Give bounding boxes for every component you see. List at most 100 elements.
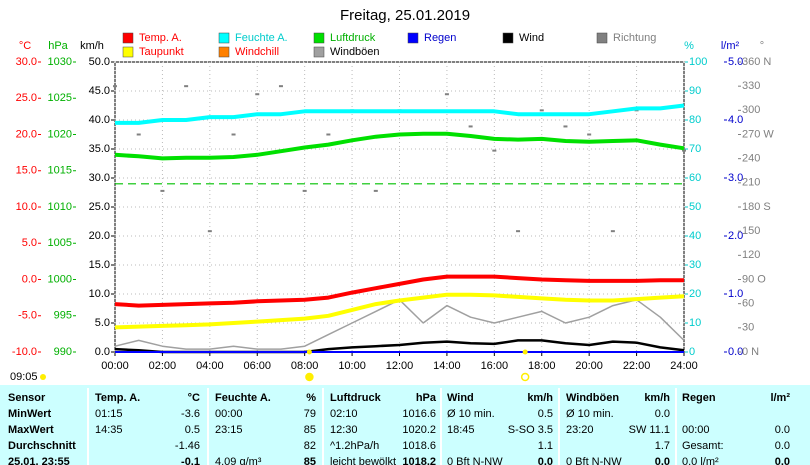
table-cell: Ø 10 min. [447,408,495,420]
direction-point [207,230,212,233]
legend-label: Feuchte A. [235,32,288,44]
y-tick-label: 0 N [742,346,759,358]
table-cell: 1016.6 [402,408,436,420]
y-tick-label: 990 [54,346,72,358]
table-cell: -1.46 [175,440,200,452]
direction-point [231,133,236,136]
direction-point [682,149,686,152]
sun-marker [306,349,312,355]
legend-swatch [313,46,325,58]
table-header: km/h [527,392,553,404]
y-tick-label: 20.0 [16,128,37,140]
table-cell: 23:15 [215,424,243,436]
table-header: Feuchte A. [215,392,271,404]
chart-title: Freitag, 25.01.2019 [340,7,470,24]
day-length: 09:05 [10,371,38,383]
y-tick-label: 50 [689,201,701,213]
sun-marker [520,372,530,382]
x-tick-label: 12:00 [386,360,414,372]
table-cell: 01:15 [95,408,123,420]
legend-swatch [407,32,419,44]
direction-point [373,189,378,192]
table-cell: Durchschnitt [8,440,76,452]
axis-title: km/h [80,40,104,52]
y-tick-label: 60 [689,172,701,184]
y-tick-label: 150 [742,225,760,237]
legend-swatch [502,32,514,44]
direction-point [563,125,568,128]
direction-point [468,125,473,128]
y-tick-label: 10 [689,317,701,329]
table-cell: MinWert [8,408,52,420]
direction-point [113,85,117,88]
y-tick-label: -10.0 [12,346,37,358]
table-header: °C [188,392,200,404]
table-header: Regen [682,392,716,404]
y-tick-label: 0.0 [95,346,110,358]
axis-title: ° [760,40,764,52]
axis-title: l/m² [721,40,740,52]
table-cell: 82 [304,440,316,452]
table-cell: 0.0 [655,456,670,465]
direction-point [302,189,307,192]
table-header: Luftdruck [330,392,382,404]
table-cell: 0.0 [775,440,790,452]
y-tick-label: 90 O [742,273,766,285]
x-tick-label: 08:00 [291,360,319,372]
y-tick-label: 45.0 [89,85,110,97]
table-cell: 00:00 [682,424,710,436]
axis-title: °C [19,40,31,52]
y-tick-label: 10.0 [16,201,37,213]
legend-label: Windböen [330,46,380,58]
direction-point [516,230,521,233]
y-tick-label: 3.0 [728,172,743,184]
table-header: l/m² [770,392,790,404]
table-cell: 4.09 g/m³ [215,456,262,465]
table-header: Sensor [8,392,46,404]
table-cell: 0 Bft N-NW [447,456,503,465]
x-tick-label: 00:00 [101,360,129,372]
x-tick-label: 10:00 [338,360,366,372]
y-tick-label: 5.0 [22,237,37,249]
table-header: hPa [416,392,437,404]
y-tick-label: 5.0 [95,317,110,329]
x-tick-label: 04:00 [196,360,224,372]
y-tick-label: 995 [54,310,72,322]
direction-point [539,109,544,112]
y-tick-label: 1025 [48,92,72,104]
legend-swatch [218,32,230,44]
series-line [114,292,685,330]
legend-label: Luftdruck [330,32,376,44]
sun-marker [522,349,528,355]
table-cell: 0.0 [655,408,670,420]
y-tick-label: 360 N [742,56,771,68]
y-tick-label: 30 [742,322,754,334]
y-tick-label: 35.0 [89,143,110,155]
y-tick-label: 1010 [48,201,72,213]
table-cell: 1.7 [655,440,670,452]
table-cell: 0.0 [538,456,553,465]
table-cell: 14:35 [95,424,123,436]
y-tick-label: 0.0 [728,346,743,358]
table-cell: S-SO 3.5 [508,424,553,436]
y-tick-label: 20 [689,288,701,300]
legend-label: Wind [519,32,544,44]
direction-point [610,230,615,233]
axis-title: % [684,40,694,52]
y-tick-label: 30 [689,259,701,271]
y-tick-label: 270 W [742,128,774,140]
x-tick-label: 16:00 [481,360,509,372]
table-cell: 1018.2 [402,456,436,465]
y-tick-label: 1015 [48,165,72,177]
legend-swatch [218,46,230,58]
y-tick-label: 100 [689,56,707,68]
y-tick-label: 90 [689,85,701,97]
y-tick-label: 60 [742,298,754,310]
y-tick-label: 120 [742,249,760,261]
table-cell: Gesamt: [682,440,724,452]
y-tick-label: 5.0 [728,56,743,68]
y-tick-label: 20.0 [89,230,110,242]
table-cell: 00:00 [215,408,243,420]
sun-marker [305,372,314,382]
